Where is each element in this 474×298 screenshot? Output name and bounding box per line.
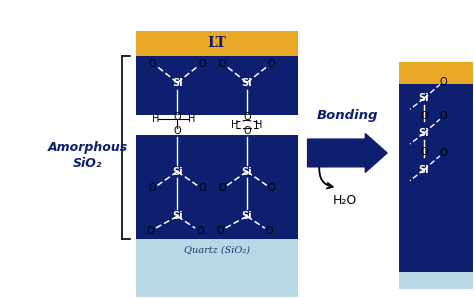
Text: O: O <box>173 112 181 122</box>
FancyArrow shape <box>308 134 387 172</box>
Text: O: O <box>440 77 447 87</box>
Bar <box>399 84 473 183</box>
Text: O: O <box>268 59 275 69</box>
Text: O: O <box>218 183 226 193</box>
Bar <box>136 239 298 261</box>
Text: O: O <box>440 111 447 121</box>
Text: O: O <box>440 148 447 158</box>
Text: Bonding: Bonding <box>317 109 378 122</box>
Text: O: O <box>146 226 155 236</box>
Text: SiO₂: SiO₂ <box>73 157 102 170</box>
Text: H: H <box>152 114 159 124</box>
Text: Si: Si <box>419 128 429 138</box>
Text: O: O <box>173 126 181 136</box>
Bar <box>399 62 473 84</box>
Text: H: H <box>188 114 195 124</box>
Text: O: O <box>216 226 224 236</box>
Text: Si: Si <box>172 77 182 88</box>
Text: LT: LT <box>207 36 226 50</box>
Text: Si: Si <box>242 167 252 176</box>
Text: H: H <box>255 120 263 130</box>
Text: O: O <box>199 183 206 193</box>
Text: Si: Si <box>242 77 252 88</box>
Bar <box>136 31 298 56</box>
Text: O: O <box>199 59 206 69</box>
Text: Si: Si <box>419 165 429 175</box>
Bar <box>399 183 473 272</box>
Text: Quartz (SiO₂): Quartz (SiO₂) <box>183 246 250 254</box>
Text: Si: Si <box>242 211 252 221</box>
Text: O: O <box>243 112 251 122</box>
Text: O: O <box>243 126 251 136</box>
Text: O: O <box>420 147 428 157</box>
Text: Si: Si <box>172 167 182 176</box>
Text: O: O <box>149 59 156 69</box>
Bar <box>136 56 298 115</box>
Text: O: O <box>420 111 428 121</box>
Text: O: O <box>268 183 275 193</box>
Text: Si: Si <box>419 94 429 103</box>
Text: O: O <box>196 226 204 236</box>
Text: O: O <box>266 226 273 236</box>
Text: Amorphous: Amorphous <box>48 141 128 154</box>
Text: H: H <box>231 120 239 130</box>
Bar <box>136 135 298 239</box>
Bar <box>399 272 473 289</box>
Bar <box>136 239 298 298</box>
Text: O: O <box>149 183 156 193</box>
Text: H₂O: H₂O <box>333 194 357 207</box>
Text: Si: Si <box>172 211 182 221</box>
Text: O: O <box>218 59 226 69</box>
